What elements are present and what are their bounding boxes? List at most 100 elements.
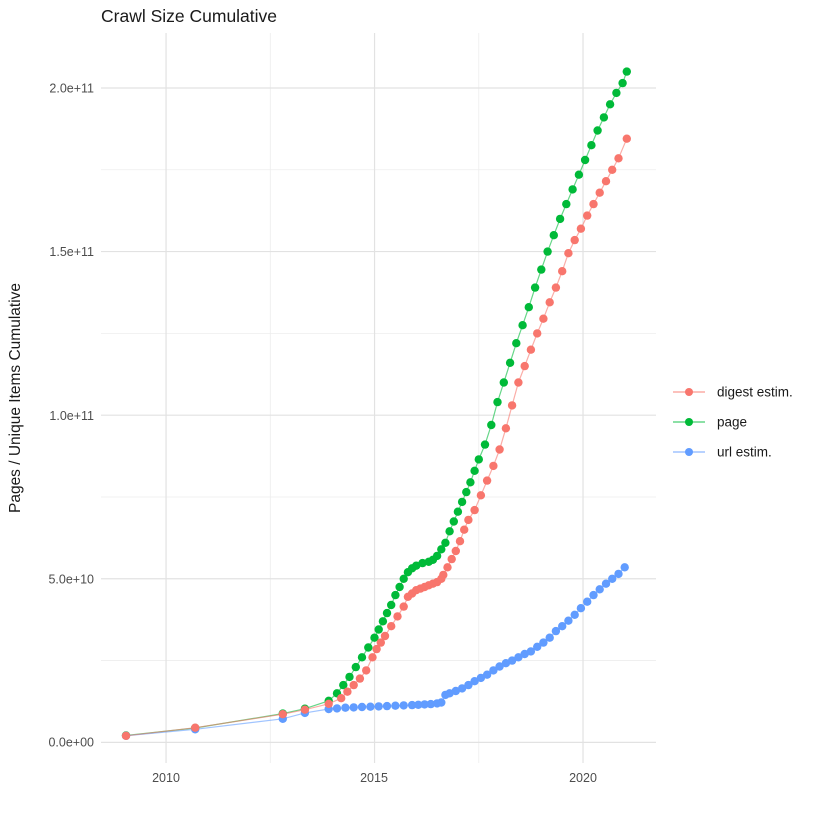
data-point — [349, 703, 358, 712]
data-point — [480, 440, 490, 449]
data-point — [324, 699, 333, 708]
data-point — [121, 731, 131, 740]
data-point — [587, 141, 596, 150]
data-point — [441, 538, 450, 547]
data-point — [191, 723, 200, 732]
data-point — [589, 590, 598, 600]
data-point — [514, 653, 523, 662]
data-point — [618, 78, 627, 88]
data-point — [443, 563, 452, 572]
data-point — [545, 298, 554, 307]
y-tick-label: 1.5e+11 — [49, 245, 94, 259]
data-point — [555, 214, 565, 224]
data-point — [524, 303, 533, 312]
data-point — [576, 604, 586, 613]
y-tick-label: 2.0e+11 — [49, 82, 94, 96]
data-point — [391, 701, 400, 710]
data-point — [464, 515, 473, 525]
data-point — [300, 705, 310, 714]
data-point — [476, 673, 486, 683]
data-point — [457, 497, 467, 507]
data-point — [362, 666, 371, 675]
x-axis-tick-labels: 2010 2015 2020 — [152, 771, 597, 785]
data-point — [470, 505, 479, 515]
data-point — [447, 554, 456, 564]
data-point — [399, 701, 408, 710]
data-point — [493, 397, 502, 407]
legend-label: digest estim. — [717, 385, 793, 400]
data-point — [526, 647, 536, 656]
data-point — [570, 235, 579, 245]
data-point — [605, 100, 615, 109]
data-point — [568, 185, 577, 194]
data-point — [622, 67, 631, 76]
data-point — [391, 590, 400, 600]
data-point — [412, 561, 421, 570]
data-point — [376, 638, 385, 647]
legend: digest estim. page url estim. — [673, 385, 793, 460]
data-point — [549, 231, 558, 240]
data-point — [387, 600, 396, 610]
data-point — [612, 88, 621, 98]
data-point — [601, 579, 611, 588]
legend-key-dot — [685, 388, 693, 396]
x-tick-label: 2015 — [360, 771, 388, 785]
legend-item-page: page — [673, 415, 747, 430]
data-point — [608, 165, 617, 174]
grid-layer — [101, 33, 656, 763]
data-point — [470, 466, 479, 475]
data-point — [620, 563, 629, 572]
data-point — [393, 612, 402, 621]
data-point — [445, 527, 454, 536]
data-point — [512, 339, 521, 348]
data-point — [533, 329, 542, 338]
data-point — [372, 644, 381, 654]
data-point — [576, 224, 586, 233]
data-point — [364, 643, 373, 652]
data-point — [374, 625, 383, 634]
data-point — [539, 638, 548, 647]
data-point — [374, 702, 383, 711]
data-point — [451, 686, 460, 696]
y-axis-tick-labels: 0.0e+00 5.0e+10 1.0e+11 1.5e+11 2.0e+11 — [48, 82, 94, 750]
data-point — [533, 642, 542, 651]
data-point — [530, 283, 540, 292]
data-point — [399, 574, 408, 583]
data-point — [378, 617, 388, 626]
data-point — [470, 677, 479, 686]
data-point — [345, 672, 354, 682]
data-point — [451, 546, 460, 556]
data-point — [583, 211, 592, 220]
data-point — [370, 633, 379, 642]
data-point — [426, 699, 435, 709]
data-point — [387, 622, 396, 631]
data-point — [518, 321, 527, 330]
data-point — [482, 476, 492, 485]
data-point — [614, 154, 623, 163]
data-point — [382, 701, 392, 711]
y-tick-label: 0.0e+00 — [48, 736, 94, 750]
data-point — [499, 378, 508, 387]
data-point — [489, 461, 498, 471]
data-point — [482, 670, 492, 679]
data-point — [407, 700, 417, 710]
data-point — [507, 656, 517, 665]
y-tick-label: 1.0e+11 — [49, 409, 94, 423]
data-point — [464, 680, 473, 690]
data-point — [366, 702, 375, 711]
data-point — [545, 633, 554, 642]
data-point — [380, 631, 390, 641]
data-point — [420, 700, 429, 709]
data-point — [349, 680, 358, 690]
data-point — [551, 283, 561, 292]
data-point — [599, 113, 609, 122]
data-point — [564, 616, 573, 625]
data-point — [474, 455, 483, 464]
data-point — [520, 361, 529, 371]
x-tick-label: 2020 — [569, 771, 597, 785]
data-point — [562, 199, 571, 209]
data-point — [357, 653, 367, 662]
data-point — [495, 445, 504, 454]
data-point — [432, 551, 442, 561]
